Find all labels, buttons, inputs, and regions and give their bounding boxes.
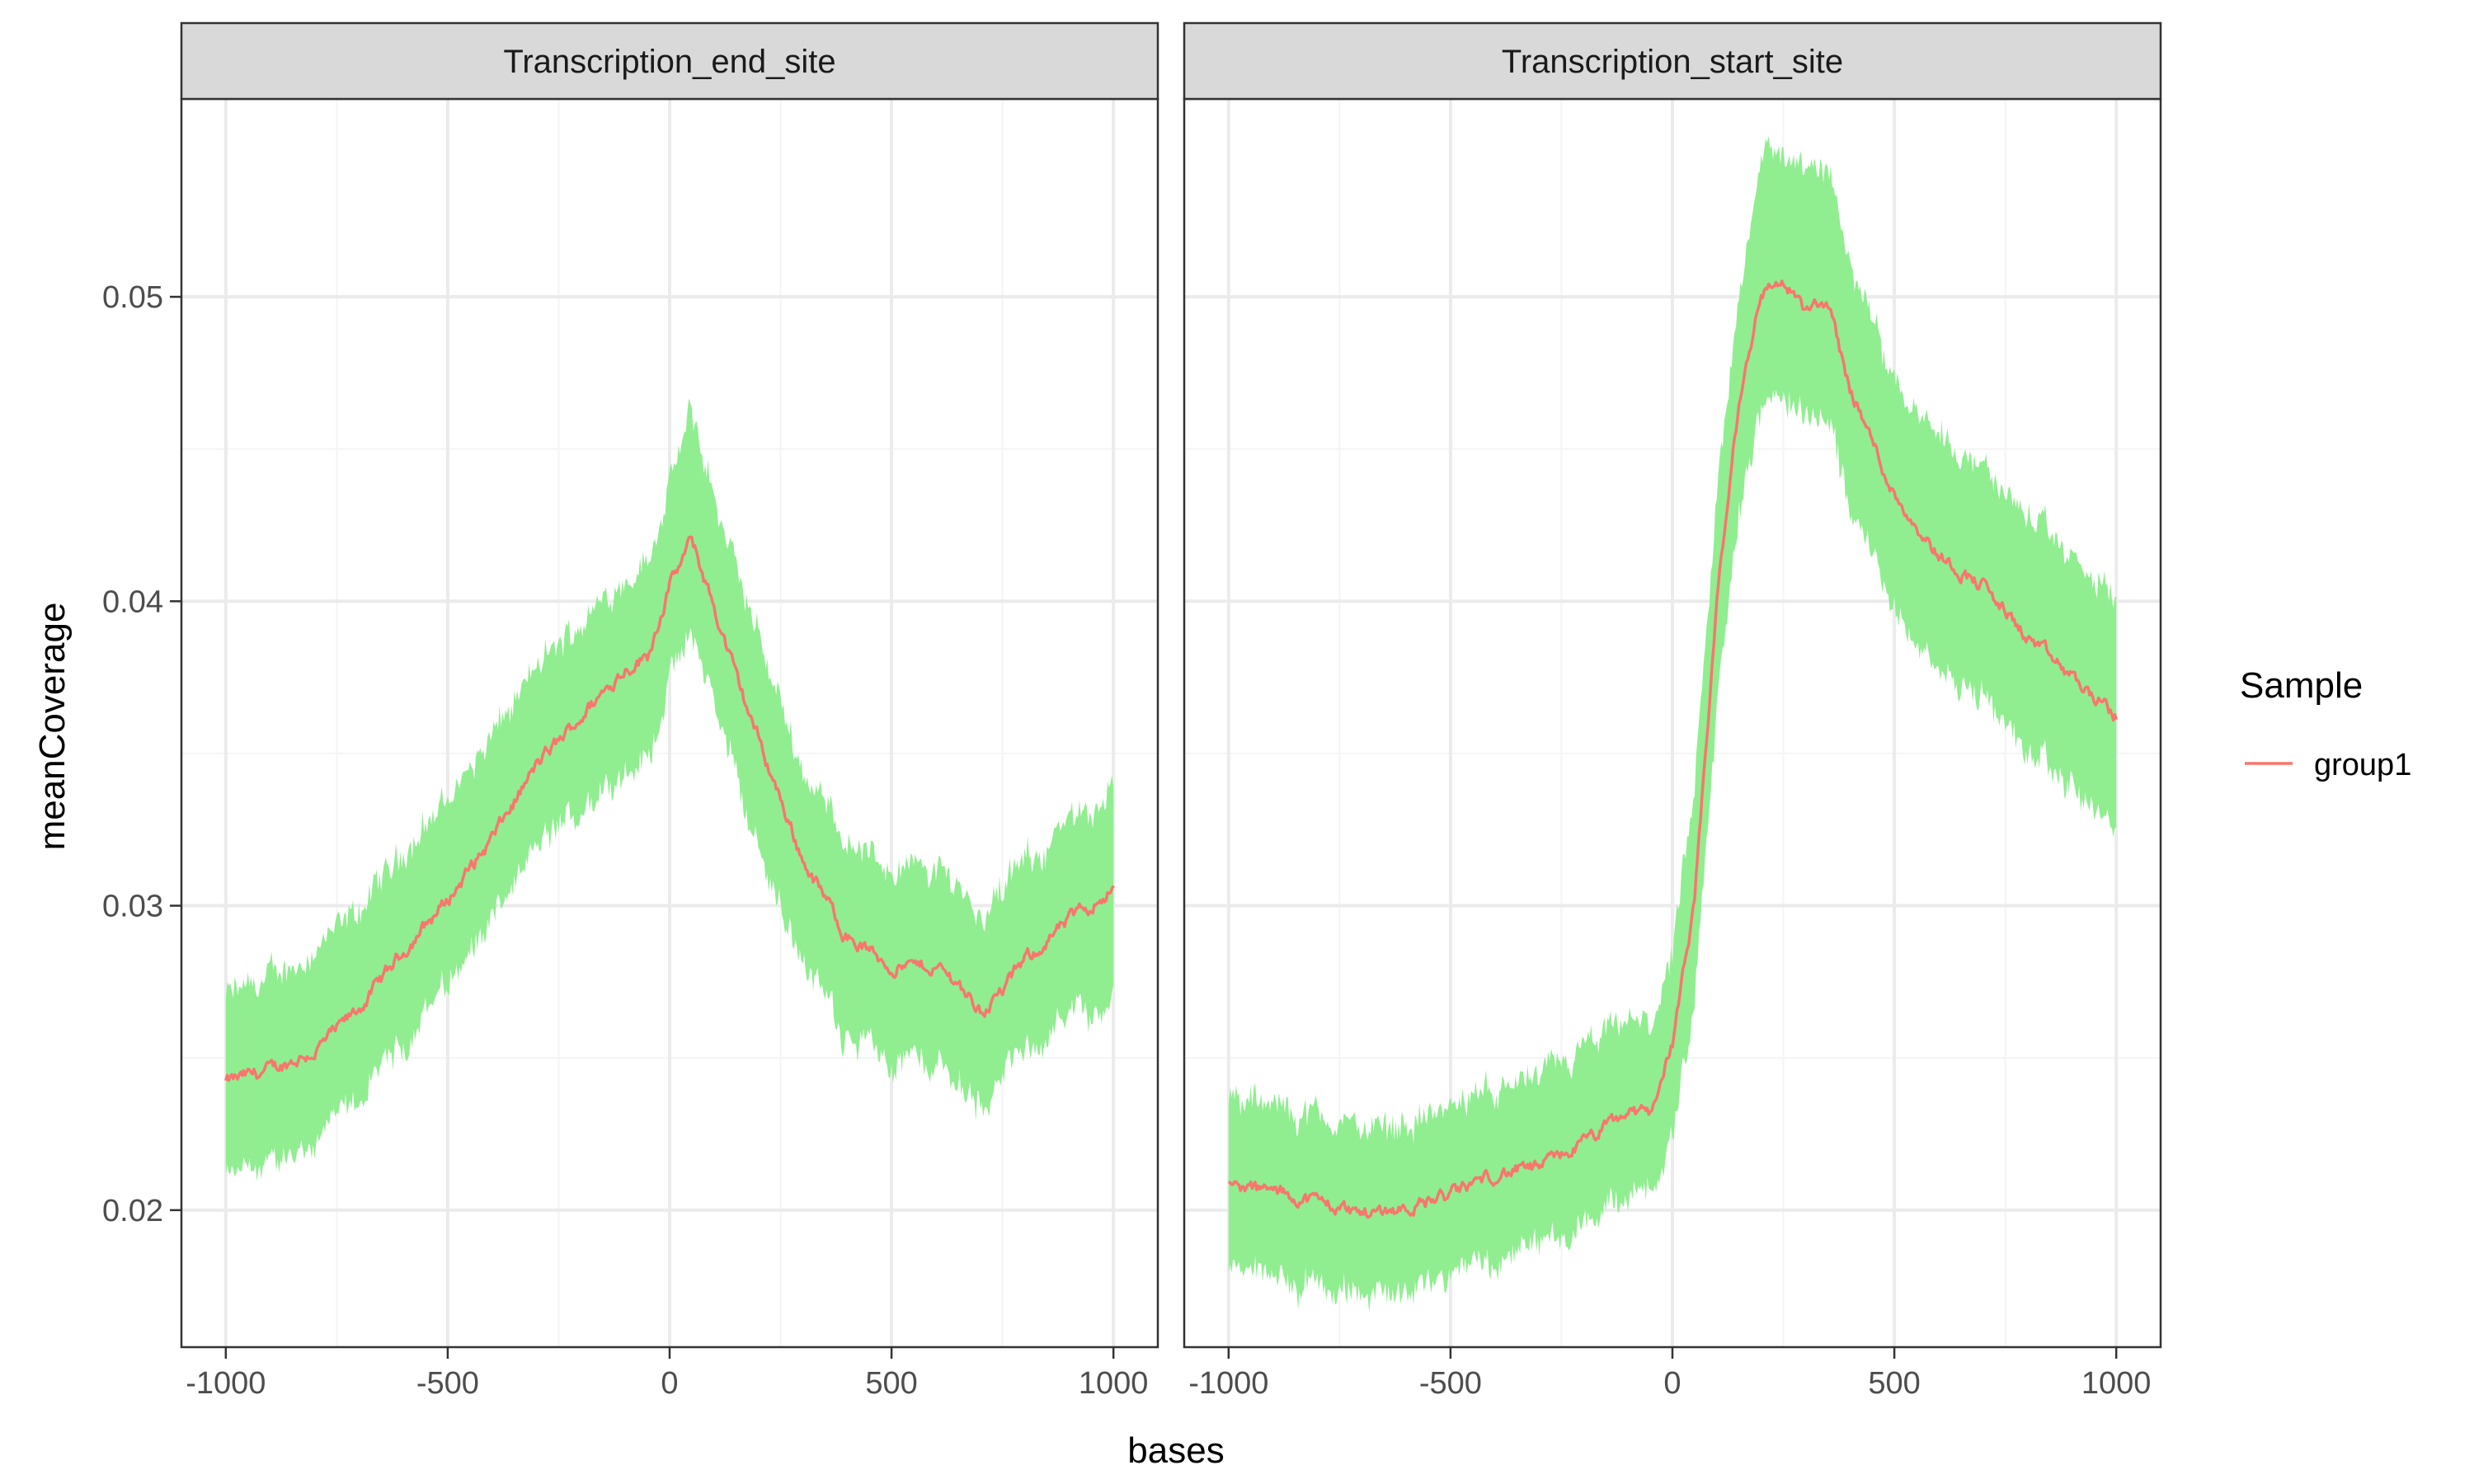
x-tick-label: -500 [1419,1366,1482,1401]
series-line-group1 [224,535,1115,1082]
ribbon-group1 [1228,135,2117,1313]
facet-strip [180,21,1159,101]
panel-2: Transcription_start_site -1000 -500 0 500 100… [1183,21,2162,1401]
x-tick-label: -1000 [1188,1366,1268,1401]
facet-strip-label: Transcription_end_site [503,44,835,80]
legend-title: Sample [2240,665,2363,706]
facet-strip-label: Transcription_start_site [1502,44,1843,80]
y-tick-label: 0.05 [102,280,163,315]
x-tick-label: 0 [661,1366,678,1401]
x-tick-label: 500 [1868,1366,1920,1401]
x-tick-label: -500 [416,1366,479,1401]
panels: Transcription_end_site -1000 -500 0 500 1000 0… [102,21,2162,1401]
legend: Sample group1 [2240,665,2411,782]
facet-strip [1183,21,2162,101]
y-axis-label: meanCoverage [32,603,73,851]
x-tick-label: 1000 [2081,1366,2152,1401]
legend-items: group1 [2245,748,2411,782]
x-tick-label: -1000 [186,1366,266,1401]
panel-1: Transcription_end_site -1000 -500 0 500 1000 0… [102,21,1159,1401]
x-tick-label: 1000 [1079,1366,1149,1401]
series-line-group1 [1227,279,2118,1219]
y-tick-label: 0.03 [102,890,163,924]
legend-label-group1: group1 [2314,748,2411,782]
y-tick-label: 0.04 [102,585,163,619]
x-tick-label: 500 [865,1366,917,1401]
x-tick-label: 0 [1663,1366,1681,1401]
x-axis-label: bases [1127,1430,1224,1471]
ribbon-group1 [225,398,1114,1181]
y-tick-label: 0.02 [102,1194,163,1228]
